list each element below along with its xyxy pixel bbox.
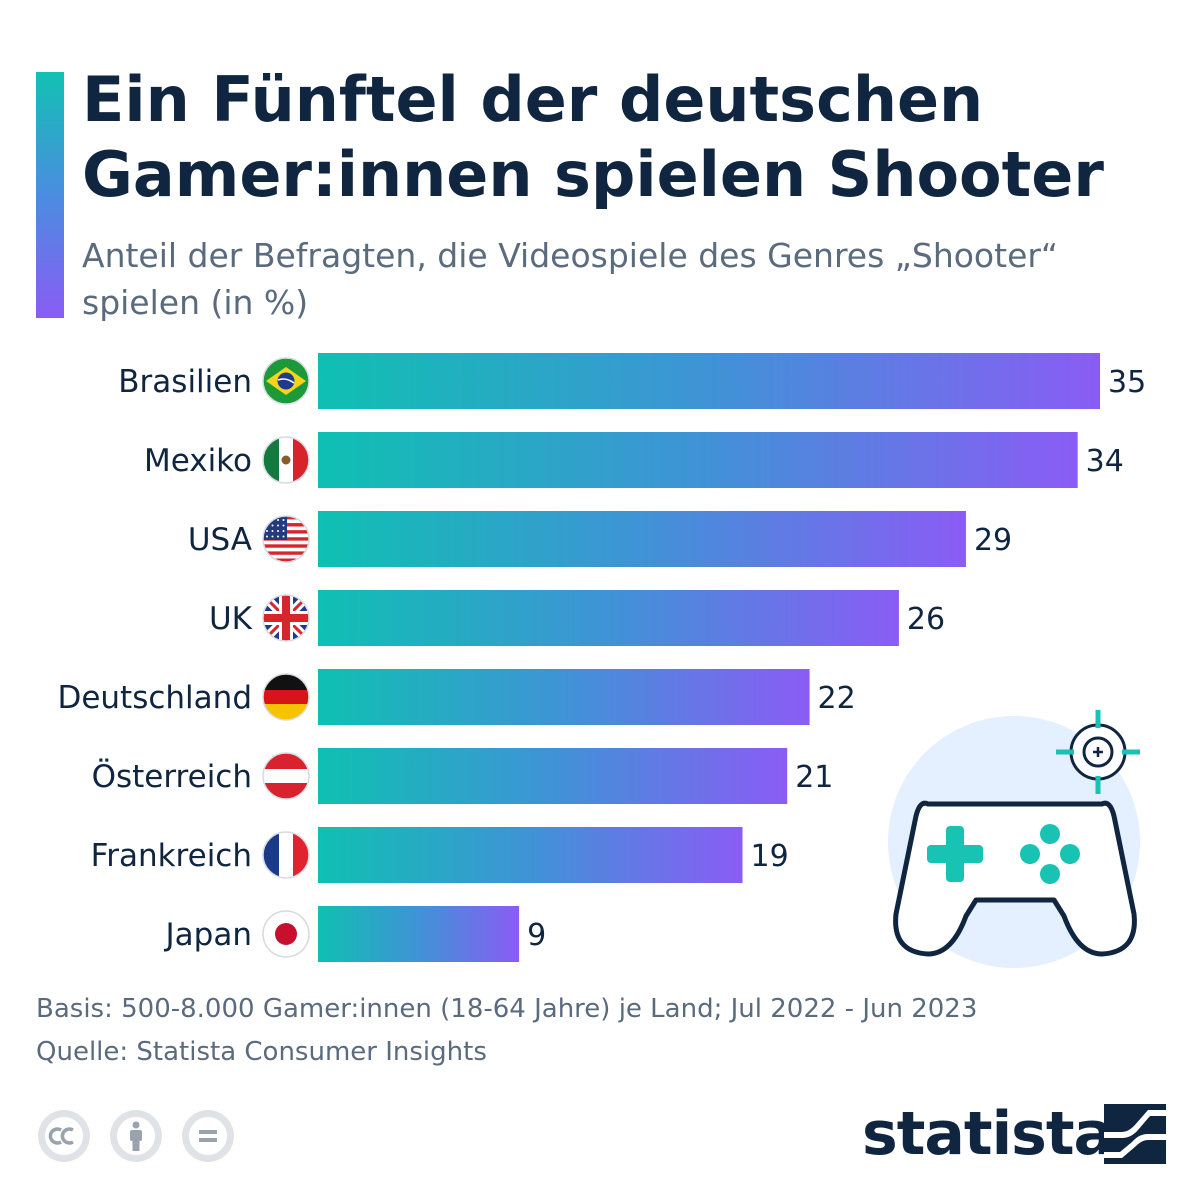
gamepad-illustration [888,710,1140,968]
flag-japan-icon [262,910,310,958]
value-label-4: 22 [818,681,856,716]
brand-wordmark: statista [862,1099,1114,1169]
bar-4 [318,669,810,725]
footer-notes: Basis: 500-8.000 Gamer:innen (18-64 Jahr… [36,988,1156,1074]
value-label-7: 9 [527,918,546,953]
flag-uk-icon [262,594,310,642]
value-label-3: 26 [907,602,945,637]
footer-basis: Basis: 500-8.000 Gamer:innen (18-64 Jahr… [36,994,978,1024]
category-label-3: UK [209,601,253,637]
bar-3 [318,590,899,646]
category-label-6: Frankreich [91,838,252,874]
title-accent-bar [36,72,64,318]
chart-subtitle: Anteil der Befragten, die Videospiele de… [82,236,1059,322]
footer-source: Quelle: Statista Consumer Insights [36,1037,487,1067]
bar-0 [318,353,1100,409]
statista-logo[interactable]: statista [862,1098,1172,1170]
attribution-icon[interactable] [108,1108,164,1164]
bar-2 [318,511,966,567]
bar-6 [318,827,743,883]
flag-brazil-icon [262,357,310,405]
flag-usa-icon [262,515,310,563]
category-label-7: Japan [164,917,252,953]
flag-austria-icon [262,752,310,800]
bar-7 [318,906,520,962]
no-derivatives-icon[interactable] [180,1108,236,1164]
gamepad-icon [893,800,1137,957]
flag-germany-icon [262,673,310,721]
value-label-1: 34 [1086,444,1124,479]
flag-mexico-icon [262,436,310,484]
bar-5 [318,748,788,804]
value-label-6: 19 [751,839,789,874]
value-label-0: 35 [1108,365,1146,400]
category-label-4: Deutschland [57,680,252,716]
chart-title: Ein Fünftel der deutschen Gamer:innen sp… [82,63,1104,211]
bar-1 [318,432,1078,488]
flag-france-icon [262,831,310,879]
value-label-5: 21 [795,760,833,795]
crosshair-icon [1056,710,1140,794]
category-label-1: Mexiko [144,443,252,479]
bar-chart: 35 Brasilien 34 Mexiko 29 USA 26 UK 22 Deutschlan… [57,353,1146,962]
category-label-5: Österreich [92,758,252,795]
category-label-2: USA [188,522,252,558]
value-label-2: 29 [974,523,1012,558]
statista-mark-icon [1104,1104,1166,1164]
category-label-0: Brasilien [118,364,252,400]
cc-icon[interactable] [36,1108,92,1164]
